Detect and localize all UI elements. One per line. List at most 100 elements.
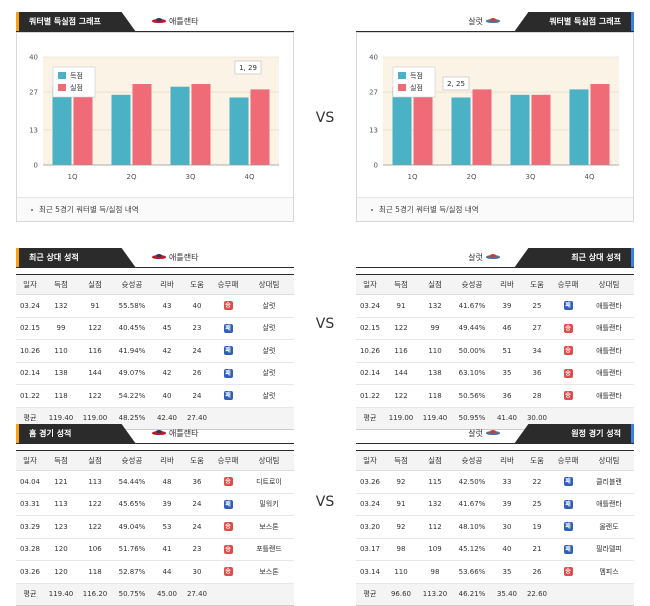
result-cell: 승 [212,538,244,561]
table-cell: 04.04 [16,470,44,494]
table-cell: 144 [78,362,112,385]
hawks-logo-icon [152,430,166,437]
result-cell: 패 [552,294,584,318]
bar-scored [451,97,471,165]
left-team-label: 애틀랜타 [152,16,198,27]
result-cell: 패 [212,493,244,516]
average-cell: 27.40 [182,407,212,430]
header-divider [356,31,634,32]
table-cell: 24 [182,493,212,516]
average-cell: 50.75% [112,583,152,606]
left-team-name: 애틀랜타 [169,253,199,262]
table-cell: 살럿 [244,339,294,363]
left-chart-panel: 쿼터별 득실점 그래프 애틀랜타 0 13 27 40 1Q 2Q 3Q 4Q 득점 실점 1, 2… [16,12,294,222]
right-recent-panel: 최근 상대 성적 살럿 일자 득점 실점 슛성공 리바 도움 승무패 상대팀 03.24 91 13… [356,248,634,430]
table-row: 03.26 120 118 52.87% 44 30 승 보스톤 [16,560,294,584]
y-tick-label: 40 [29,54,38,62]
x-tick-label: 3Q [186,173,196,181]
table-cell: 113 [44,493,78,516]
loss-icon: 패 [223,346,233,356]
right-team-label: 살럿 [468,16,500,27]
table-cell: 50.00% [452,339,492,363]
bar-conceded [132,84,152,165]
column-header: 일자 [16,274,44,295]
column-header: 승무패 [212,274,244,295]
table-cell: 113 [78,470,112,494]
table-cell: 42 [152,362,182,385]
table-cell: 밀워키 [244,493,294,516]
win-icon: 승 [223,567,233,577]
table-cell: 24 [182,339,212,363]
left-recent-title: 최근 상대 성적 [16,248,136,268]
table-cell: 올랜도 [584,515,634,539]
loss-icon: 패 [563,544,573,554]
result-cell: 패 [552,515,584,539]
result-cell: 승 [552,384,584,408]
x-tick-label: 4Q [585,173,595,181]
win-icon: 승 [223,544,233,554]
vs-label-charts: VS [315,110,335,126]
table-cell: 122 [78,493,112,516]
table-row: 02.14 138 144 49.07% 42 26 패 살럿 [16,362,294,385]
right-chart-header: 쿼터별 득실점 그래프 살럿 [356,12,634,32]
table-cell: 40 [182,294,212,318]
table-cell: 109 [418,538,452,561]
average-cell: 평균 [356,583,384,606]
right-away-header: 원정 경기 성적 살럿 [356,424,634,444]
left-chart-title: 쿼터별 득실점 그래프 [16,12,136,32]
table-cell: 118 [44,384,78,408]
table-cell: 49.07% [112,362,152,385]
left-recent-header: 최근 상대 성적 애틀랜타 [16,248,294,268]
average-cell: 41.40 [492,407,522,430]
table-cell: 144 [384,362,418,385]
bar-scored [52,86,72,165]
column-header: 도움 [182,274,212,295]
result-cell: 승 [552,339,584,363]
result-cell: 패 [212,317,244,340]
table-cell: 03.24 [356,493,384,516]
table-cell: 02.15 [16,317,44,340]
legend-swatch [58,72,66,79]
table-cell: 106 [78,538,112,561]
right-away-title: 원정 경기 성적 [514,424,634,444]
column-header: 득점 [384,450,418,471]
table-row: 04.04 121 113 54.44% 48 36 승 디트로이 [16,470,294,494]
bar-conceded [191,84,211,165]
hawks-logo-icon [152,254,166,261]
table-cell: 132 [418,294,452,318]
loss-icon: 패 [563,522,573,532]
average-cell: 35.40 [492,583,522,606]
table-cell: 03.28 [16,538,44,561]
table-cell: 120 [44,560,78,584]
average-cell [584,583,634,606]
table-cell: 112 [418,515,452,539]
column-header: 일자 [16,450,44,471]
result-cell: 패 [212,362,244,385]
table-cell: 클리블랜 [584,470,634,494]
result-cell: 패 [212,384,244,408]
table-cell: 91 [384,493,418,516]
table-row: 02.15 122 99 49.44% 46 27 승 애틀랜타 [356,317,634,340]
table-cell: 36 [182,470,212,494]
table-cell: 35 [492,560,522,584]
left-chart-footnote: 최근 5경기 쿼터별 득/실점 내역 [17,197,293,221]
table-cell: 41.67% [452,493,492,516]
table-row: 03.24 132 91 55.58% 43 40 승 살럿 [16,294,294,318]
average-cell: 116.20 [78,583,112,606]
bar-conceded [531,94,551,165]
x-tick-label: 1Q [68,173,78,181]
column-header: 승무패 [212,450,244,471]
table-row: 03.26 92 115 42.50% 33 22 패 클리블랜 [356,470,634,494]
table-cell: 26 [522,560,552,584]
table-row: 03.17 98 109 45.12% 40 21 패 필라델피 [356,538,634,561]
table-cell: 53 [152,515,182,539]
column-header: 상대팀 [584,450,634,471]
table-cell: 39 [492,294,522,318]
bar-conceded [73,89,93,165]
table-cell: 42 [152,339,182,363]
bar-scored [229,97,249,165]
y-tick-label: 27 [29,89,38,97]
